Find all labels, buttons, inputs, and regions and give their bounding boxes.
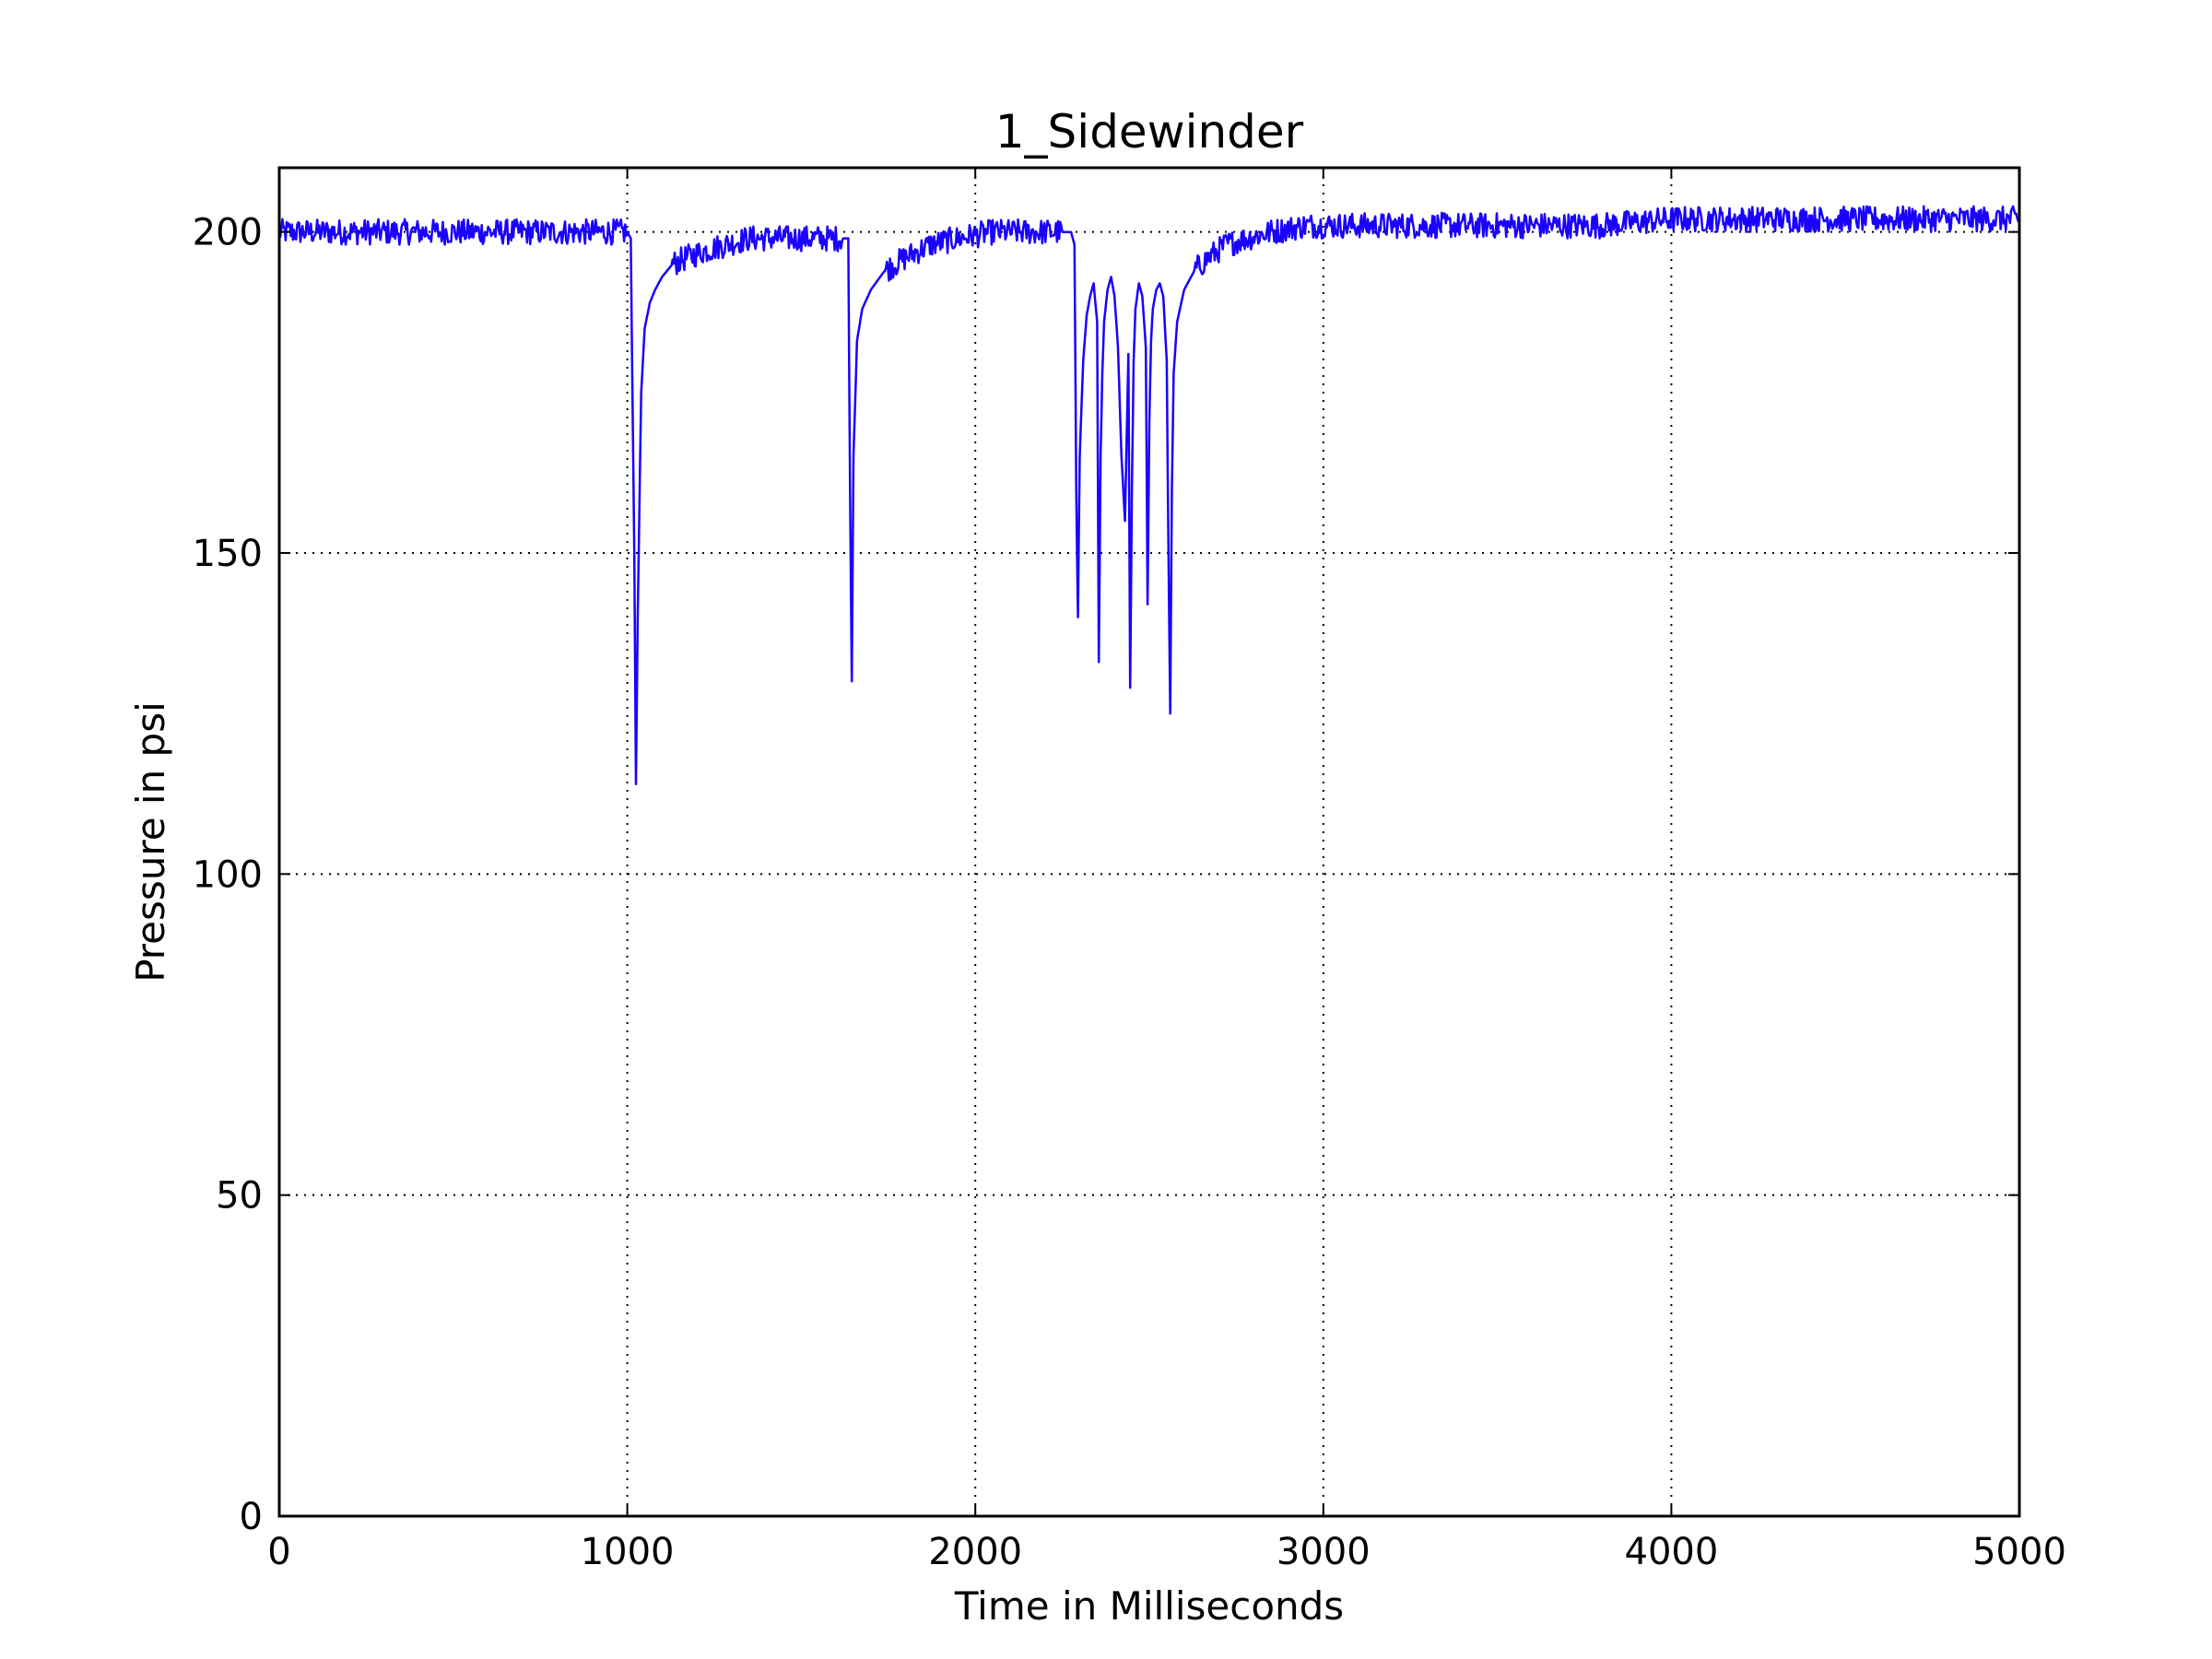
x-tick-label: 3000 — [1277, 1531, 1371, 1573]
y-tick-label: 150 — [193, 533, 263, 575]
y-tick-label: 100 — [193, 853, 263, 896]
x-tick-label: 5000 — [1972, 1531, 2066, 1573]
series-group — [277, 205, 2021, 786]
x-tick-label: 1000 — [581, 1531, 675, 1573]
x-axis-title: Time in Milliseconds — [954, 1583, 1344, 1629]
chart-title: 1_Sidewinder — [995, 105, 1304, 159]
x-tick-label: 0 — [267, 1531, 290, 1573]
x-tick-label: 4000 — [1625, 1531, 1719, 1573]
series-line-0 — [277, 205, 2021, 786]
y-tick-label: 200 — [193, 212, 263, 254]
axis-ticks: 0 1000 2000 3000 4000 5000 0 50 100 150 200 — [193, 168, 2066, 1573]
plot-frame — [277, 166, 2021, 1518]
y-axis-title: Pressure in psi — [128, 701, 173, 982]
x-tick-label: 2000 — [928, 1531, 1022, 1573]
grid-lines — [279, 168, 2019, 1516]
y-tick-label: 0 — [240, 1496, 263, 1538]
y-tick-label: 50 — [216, 1175, 263, 1218]
